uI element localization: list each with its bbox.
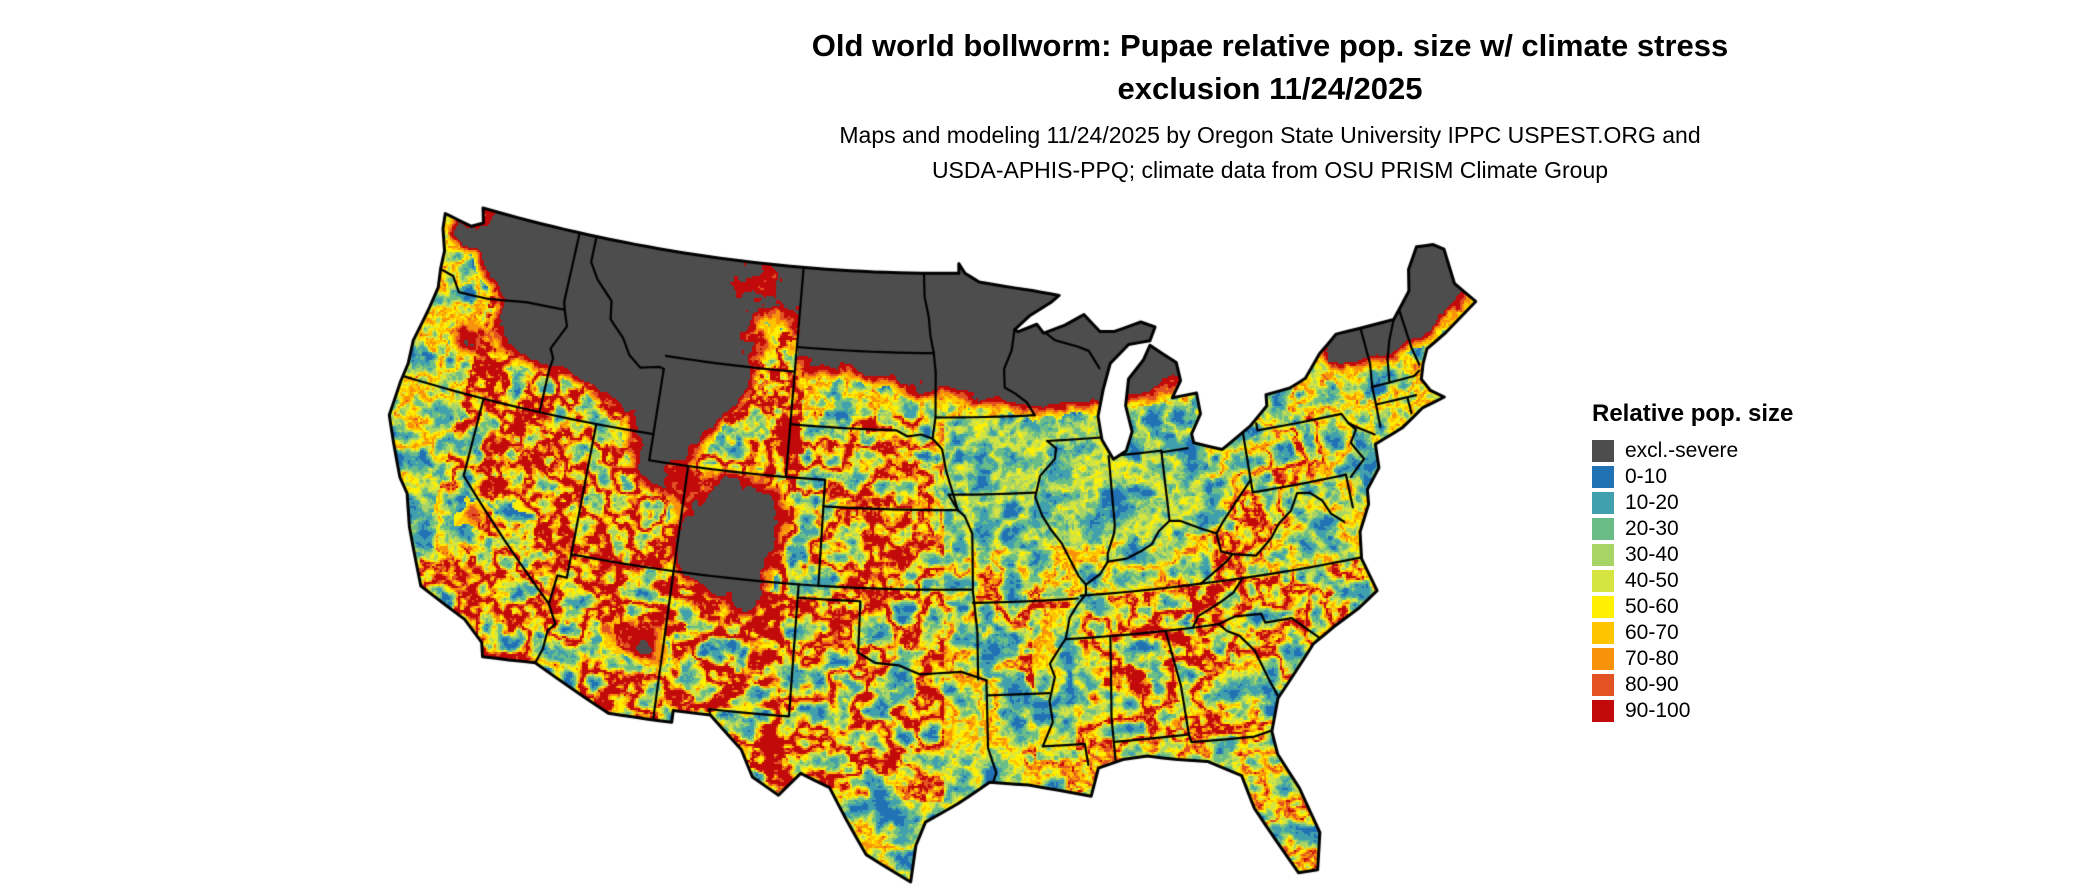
legend-swatch (1592, 466, 1614, 488)
legend-row: 80-90 (1592, 672, 1793, 698)
page-title-line-2: exclusion 11/24/2025 (1117, 71, 1423, 107)
legend-label: 0-10 (1625, 465, 1668, 488)
legend-label: 80-90 (1625, 673, 1679, 696)
legend-row: 30-40 (1592, 542, 1793, 568)
legend-label: 30-40 (1625, 543, 1679, 566)
legend-label: 60-70 (1625, 621, 1679, 644)
page-subtitle-line-2: USDA-APHIS-PPQ; climate data from OSU PR… (931, 156, 1609, 183)
legend-row: 20-30 (1592, 516, 1793, 542)
legend-label: 70-80 (1625, 647, 1679, 670)
legend-swatch (1592, 674, 1614, 696)
legend-items: excl.-severe 0-10 10-20 20-30 30-40 40-50 50-6… (1592, 438, 1793, 724)
legend-row: 90-100 (1592, 698, 1793, 724)
legend-label: 40-50 (1625, 569, 1679, 592)
legend-label: 90-100 (1625, 699, 1691, 722)
legend-swatch (1592, 492, 1614, 514)
legend-swatch (1592, 700, 1614, 722)
legend-swatch (1592, 544, 1614, 566)
legend-row: excl.-severe (1592, 438, 1793, 464)
legend-row: 60-70 (1592, 620, 1793, 646)
legend-label: 10-20 (1625, 491, 1679, 514)
legend-row: 0-10 (1592, 464, 1793, 490)
legend-title: Relative pop. size (1592, 400, 1794, 427)
legend-swatch (1592, 648, 1614, 670)
page-subtitle-line-1: Maps and modeling 11/24/2025 by Oregon S… (839, 122, 1701, 148)
legend-row: 50-60 (1592, 594, 1793, 620)
legend-swatch (1592, 518, 1614, 540)
legend-row: 70-80 (1592, 646, 1793, 672)
legend-label: 20-30 (1625, 517, 1679, 540)
legend-label: 50-60 (1625, 595, 1679, 618)
legend-swatch (1592, 570, 1614, 592)
us-map-canvas (310, 200, 1555, 890)
legend-row: 40-50 (1592, 568, 1793, 594)
legend-row: 10-20 (1592, 490, 1793, 516)
legend-swatch (1592, 622, 1614, 644)
legend-label: excl.-severe (1625, 439, 1739, 462)
legend: Relative pop. size excl.-severe 0-10 10-20… (1592, 400, 1793, 724)
page-title-line-1: Old world bollworm: Pupae relative pop. … (811, 28, 1729, 63)
page-title: Old world bollworm: Pupae relative pop. … (812, 24, 1728, 111)
legend-swatch (1592, 440, 1614, 462)
page-subtitle: Maps and modeling 11/24/2025 by Oregon S… (839, 118, 1700, 187)
us-map (310, 200, 1555, 890)
legend-swatch (1592, 596, 1614, 618)
